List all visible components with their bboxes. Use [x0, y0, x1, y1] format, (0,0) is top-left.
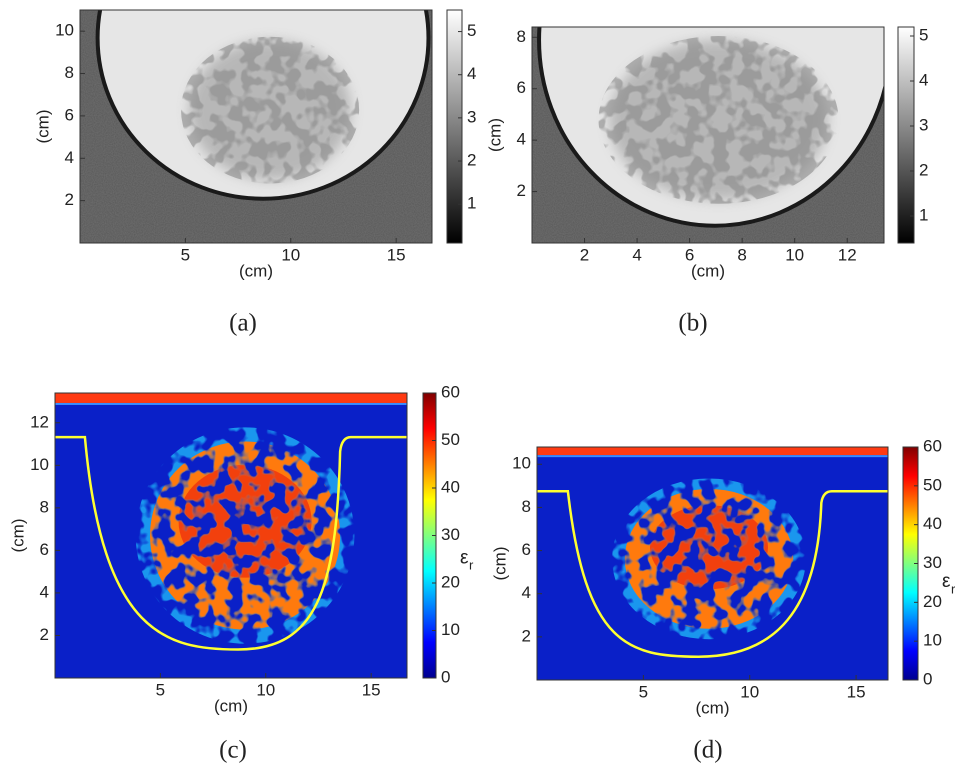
colorbar-tick-label: 2 — [467, 151, 476, 170]
colorbar-tick-label: 50 — [923, 475, 942, 494]
plot-frame — [536, 446, 889, 681]
y-tick-label: 8 — [65, 63, 74, 82]
x-axis-label: (cm) — [239, 261, 273, 280]
y-tick-label: 6 — [65, 105, 74, 124]
colorbar-tick-label: 60 — [923, 436, 942, 455]
colorbar-label: ε — [942, 571, 951, 592]
caption: (d) — [693, 737, 722, 764]
colorbar-tick-label: 0 — [441, 667, 450, 686]
y-tick-label: 10 — [512, 454, 531, 473]
y-tick-label: 2 — [522, 626, 531, 645]
tissue-core — [178, 464, 312, 578]
y-axis-label: (cm) — [8, 519, 27, 553]
image — [537, 447, 888, 680]
caption: (b) — [678, 310, 707, 337]
y-tick-label: 10 — [30, 455, 49, 474]
colorbar-label: ε — [460, 547, 469, 568]
x-axis-label: (cm) — [214, 696, 248, 715]
y-tick-label: 6 — [522, 540, 531, 559]
y-tick-label: 6 — [517, 78, 526, 97]
colorbar — [897, 26, 915, 244]
y-tick-label: 8 — [522, 497, 531, 516]
y-tick-label: 4 — [517, 130, 526, 149]
x-tick-label: 10 — [281, 245, 300, 264]
y-tick-label: 2 — [517, 181, 526, 200]
y-tick-label: 4 — [65, 148, 74, 167]
y-tick-label: 2 — [65, 190, 74, 209]
y-tick-label: 12 — [30, 412, 49, 431]
colorbar-tick-label: 2 — [919, 160, 928, 179]
x-tick-label: 5 — [156, 680, 165, 699]
y-tick-label: 8 — [517, 27, 526, 46]
x-axis-label: (cm) — [696, 698, 730, 717]
plot-frame — [54, 392, 408, 679]
x-tick-label: 5 — [181, 245, 190, 264]
colorbar-tick-label: 5 — [919, 25, 928, 44]
colorbar-tick-label: 20 — [441, 572, 460, 591]
x-tick-label: 5 — [639, 682, 648, 701]
y-tick-label: 8 — [40, 497, 49, 516]
y-tick-label: 2 — [40, 625, 49, 644]
y-tick-label: 4 — [40, 582, 49, 601]
x-axis-label: (cm) — [691, 261, 725, 280]
colorbar-label-sub: r — [469, 558, 474, 573]
y-tick-label: 6 — [40, 540, 49, 559]
y-axis-label: (cm) — [485, 118, 504, 152]
tissue-core — [650, 505, 768, 590]
x-tick-label: 8 — [737, 245, 746, 264]
colorbar-tick-label: 5 — [467, 21, 476, 40]
colorbar — [446, 9, 463, 244]
colorbar-tick-label: 40 — [923, 514, 942, 533]
skin-layer — [55, 393, 407, 403]
x-tick-label: 15 — [387, 245, 406, 264]
x-tick-label: 10 — [740, 682, 759, 701]
breast-outline — [537, 490, 888, 658]
x-tick-label: 4 — [632, 245, 641, 264]
x-tick-label: 2 — [580, 245, 589, 264]
plot-frame — [531, 26, 885, 244]
colorbar-tick-label: 50 — [441, 430, 460, 449]
colorbar-tick-label: 30 — [441, 525, 460, 544]
colorbar-tick-label: 10 — [441, 620, 460, 639]
y-axis-label: (cm) — [490, 547, 509, 581]
colorbar-tick-label: 4 — [467, 64, 476, 83]
colorbar-tick-label: 1 — [919, 205, 928, 224]
x-tick-label: 10 — [785, 245, 804, 264]
breast-outline — [55, 435, 407, 651]
x-tick-label: 6 — [685, 245, 694, 264]
plot-frame — [79, 9, 433, 244]
colorbar-tick-label: 3 — [919, 115, 928, 134]
caption: (c) — [219, 737, 247, 764]
x-tick-label: 10 — [256, 680, 275, 699]
x-tick-label: 15 — [362, 680, 381, 699]
skin-layer — [537, 447, 888, 456]
colorbar-tick-label: 20 — [923, 592, 942, 611]
x-tick-label: 15 — [847, 682, 866, 701]
colorbar-tick-label: 10 — [923, 631, 942, 650]
y-tick-label: 4 — [522, 583, 531, 602]
tissue-texture — [598, 35, 839, 204]
image — [55, 393, 407, 678]
colorbar-tick-label: 60 — [441, 382, 460, 401]
skin-edge — [537, 455, 888, 458]
colorbar-tick-label: 0 — [923, 669, 932, 688]
x-tick-label: 12 — [838, 245, 857, 264]
image — [80, 10, 432, 243]
colorbar-tick-label: 40 — [441, 477, 460, 496]
caption: (a) — [229, 310, 257, 337]
colorbar-tick-label: 3 — [467, 107, 476, 126]
colorbar-label-sub: r — [951, 582, 955, 597]
y-axis-label: (cm) — [33, 110, 52, 144]
skin-edge — [55, 402, 407, 405]
tissue-texture — [181, 36, 360, 184]
colorbar-tick-label: 4 — [919, 70, 928, 89]
y-tick-label: 10 — [55, 21, 74, 40]
image — [532, 27, 884, 243]
colorbar-tick-label: 1 — [467, 194, 476, 213]
colorbar-tick-label: 30 — [923, 553, 942, 572]
